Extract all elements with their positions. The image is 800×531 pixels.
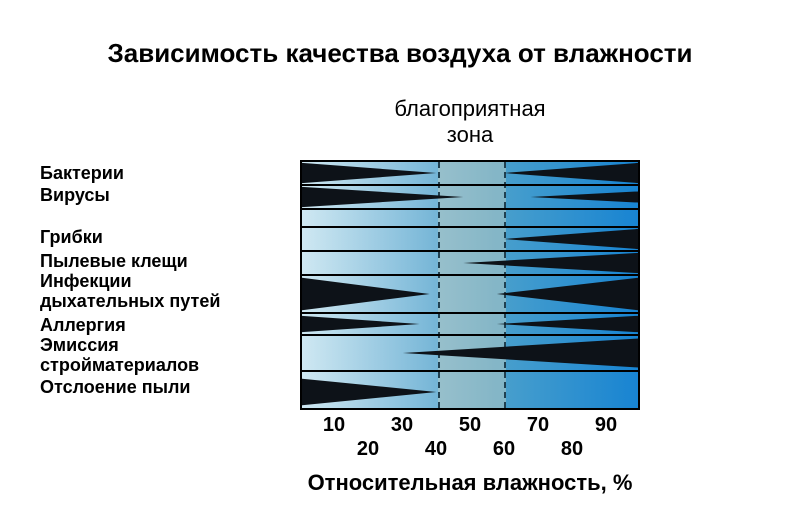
x-tick: 80 (561, 438, 583, 461)
wedge-right (463, 253, 638, 273)
wedge-left (302, 379, 436, 406)
wedge-right (403, 339, 638, 368)
x-tick: 70 (527, 414, 549, 437)
chart-area (300, 160, 640, 410)
wedge-left (302, 187, 463, 207)
row-label: Инфекции дыхательных путей (40, 272, 220, 312)
row-label: Эмиссия стройматериалов (40, 336, 199, 376)
wedge-left (302, 278, 430, 310)
wedge-left (302, 163, 436, 183)
chart-row (302, 336, 638, 372)
x-tick: 40 (425, 438, 447, 461)
row-label: Пылевые клещи (40, 252, 188, 272)
wedge-right (497, 278, 638, 310)
chart-row (302, 372, 638, 412)
chart-row (302, 210, 638, 228)
chart-row (302, 314, 638, 336)
chart-row (302, 186, 638, 210)
subtitle-line2: зона (447, 122, 493, 147)
row-label: Вирусы (40, 186, 110, 206)
wedge-right (504, 163, 638, 183)
chart-row (302, 276, 638, 314)
favorable-zone-label: благоприятная зона (300, 96, 640, 149)
chart-title: Зависимость качества воздуха от влажност… (0, 38, 800, 69)
x-tick: 90 (595, 414, 617, 437)
x-axis-ticks: 10 20 30 40 50 60 70 80 90 (300, 414, 640, 466)
x-tick: 10 (323, 414, 345, 437)
row-label: Бактерии (40, 164, 124, 184)
subtitle-line1: благоприятная (394, 96, 545, 121)
x-tick: 20 (357, 438, 379, 461)
x-tick: 30 (391, 414, 413, 437)
x-axis-label: Относительная влажность, % (300, 470, 640, 496)
wedge-right (530, 191, 638, 202)
chart-row (302, 228, 638, 252)
row-label: Аллергия (40, 316, 126, 336)
wedge-right (504, 229, 638, 249)
x-tick: 50 (459, 414, 481, 437)
wedge-left (302, 316, 420, 332)
x-tick: 60 (493, 438, 515, 461)
row-label: Отслоение пыли (40, 378, 191, 398)
wedge-right (497, 316, 638, 332)
chart-row (302, 252, 638, 276)
row-label: Грибки (40, 228, 103, 248)
chart-row (302, 162, 638, 186)
